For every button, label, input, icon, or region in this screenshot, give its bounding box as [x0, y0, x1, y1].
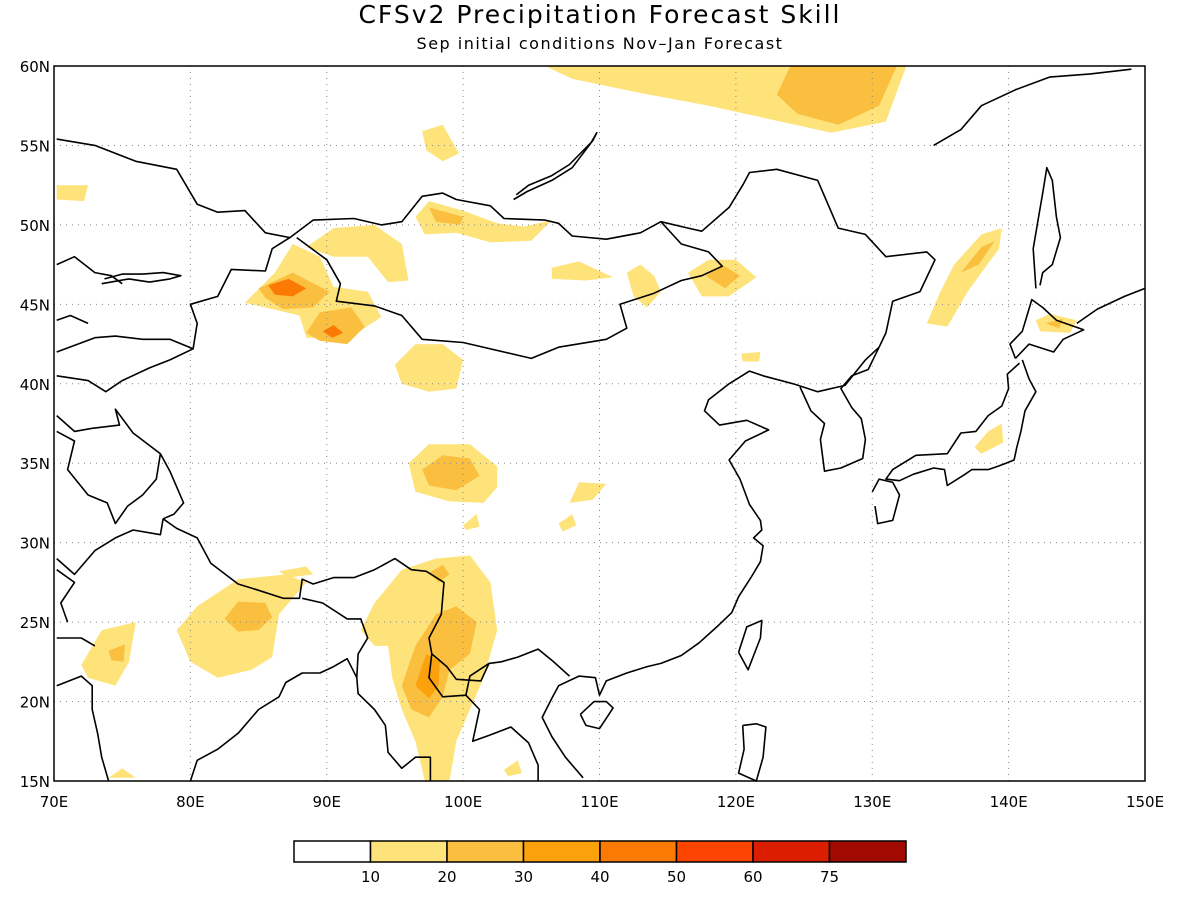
skill-region — [741, 352, 761, 362]
latitude-tick-label: 55N — [20, 137, 50, 155]
skill-region — [415, 653, 440, 699]
latitude-tick-label: 30N — [20, 535, 50, 553]
legend-swatch — [446, 840, 525, 863]
legend-swatch — [369, 840, 448, 863]
longitude-tick-label: 100E — [444, 793, 482, 811]
latitude-tick-label: 20N — [20, 694, 50, 712]
skill-region — [429, 207, 464, 225]
skill-region — [974, 423, 1004, 454]
skill-region — [551, 261, 614, 281]
map-subtitle: Sep initial conditions Nov–Jan Forecast — [416, 34, 784, 53]
latitude-labels: 15N 20N 25N 30N 35N 40N 45N 50N 55N 60N — [20, 58, 50, 791]
skill-region — [108, 644, 125, 662]
skill-shading — [56, 66, 1077, 781]
color-legend: 10 20 30 40 50 60 75 — [293, 840, 907, 886]
legend-label: 20 — [437, 868, 456, 886]
latitude-tick-label: 50N — [20, 217, 50, 235]
longitude-labels: 70E 80E 90E 100E 110E 120E 130E 140E 150E — [40, 793, 1164, 811]
longitude-tick-label: 70E — [40, 793, 69, 811]
latitude-tick-label: 15N — [20, 773, 50, 791]
skill-region — [81, 622, 136, 686]
skill-region — [422, 455, 480, 491]
skill-region — [415, 201, 552, 243]
skill-region — [558, 514, 577, 532]
legend-swatch — [828, 840, 907, 863]
legend-label: 30 — [514, 868, 533, 886]
latitude-tick-label: 25N — [20, 614, 50, 632]
longitude-tick-label: 90E — [312, 793, 341, 811]
skill-region — [422, 124, 459, 162]
skill-region — [322, 325, 344, 338]
longitude-tick-label: 130E — [853, 793, 891, 811]
latitude-tick-label: 60N — [20, 58, 50, 76]
skill-region — [463, 514, 480, 530]
longitude-tick-label: 150E — [1126, 793, 1164, 811]
skill-region — [569, 482, 607, 503]
legend-label: 60 — [743, 868, 762, 886]
legend-swatch — [293, 840, 372, 863]
longitude-tick-label: 80E — [176, 793, 205, 811]
skill-region — [776, 66, 897, 125]
legend-swatch — [599, 840, 678, 863]
legend-label: 50 — [667, 868, 686, 886]
legend-swatch — [675, 840, 754, 863]
longitude-tick-label: 140E — [990, 793, 1028, 811]
map-frame — [53, 65, 1146, 782]
skill-region — [504, 760, 522, 777]
longitude-tick-label: 120E — [717, 793, 755, 811]
skill-region — [626, 264, 661, 308]
skill-region — [960, 240, 995, 273]
latitude-tick-label: 40N — [20, 376, 50, 394]
map-title: CFSv2 Precipitation Forecast Skill — [358, 0, 842, 29]
skill-region — [279, 566, 314, 578]
coastlines-borders — [56, 68, 1146, 782]
skill-region — [56, 185, 89, 202]
latitude-tick-label: 45N — [20, 296, 50, 314]
legend-swatch — [522, 840, 601, 863]
latitude-tick-label: 35N — [20, 455, 50, 473]
legend-swatch — [752, 840, 831, 863]
skill-region — [108, 768, 136, 778]
skill-region — [306, 224, 409, 283]
longitude-tick-label: 110E — [580, 793, 618, 811]
skill-region — [224, 601, 273, 632]
legend-label: 40 — [590, 868, 609, 886]
skill-region — [394, 344, 464, 392]
legend-label: 10 — [361, 868, 380, 886]
skill-region — [268, 278, 307, 297]
skill-region — [306, 307, 365, 345]
legend-label: 75 — [820, 868, 839, 886]
skill-region — [429, 564, 450, 583]
